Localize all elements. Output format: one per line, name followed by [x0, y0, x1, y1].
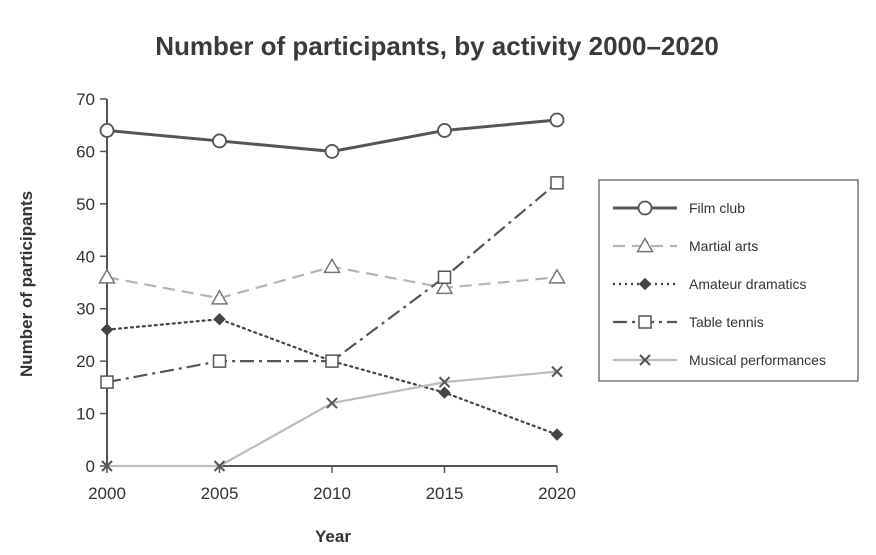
data-point-martial-arts — [435, 278, 454, 295]
legend-marker — [638, 315, 652, 329]
legend-item-amateur-dramatics: Amateur dramatics — [613, 276, 806, 292]
y-tick-label: 30 — [76, 300, 95, 319]
data-point-amateur-dramatics — [550, 428, 564, 441]
y-axis-label: Number of participants — [17, 191, 36, 377]
x-tick-label: 2005 — [201, 484, 239, 503]
data-point-amateur-dramatics — [100, 323, 114, 336]
x-axis-label: Year — [315, 527, 351, 546]
data-point-table-tennis — [437, 270, 452, 285]
series-table-tennis — [100, 176, 564, 389]
y-tick-label: 10 — [76, 405, 95, 424]
y-tick-label: 0 — [86, 457, 95, 476]
data-point-musical-performances — [438, 376, 451, 388]
data-point-table-tennis — [212, 354, 227, 368]
data-point-amateur-dramatics — [213, 312, 226, 326]
legend-marker — [639, 354, 651, 366]
x-tick-label: 2010 — [313, 484, 351, 503]
legend-label: Table tennis — [689, 314, 764, 330]
series-film-club — [99, 112, 565, 159]
data-point-musical-performances — [213, 460, 226, 472]
data-point-amateur-dramatics — [438, 386, 451, 399]
series-layer — [98, 112, 566, 472]
y-tick-label: 70 — [76, 90, 95, 109]
chart-title: Number of participants, by activity 2000… — [155, 31, 719, 61]
legend-label: Amateur dramatics — [689, 276, 806, 292]
data-point-film-club — [437, 123, 452, 138]
data-point-table-tennis — [550, 176, 564, 190]
data-point-table-tennis — [325, 354, 339, 368]
x-tick-label: 2020 — [538, 484, 576, 503]
series-line-musical-performances — [107, 370, 558, 468]
y-tick-label: 60 — [76, 142, 95, 161]
legend-marker — [637, 200, 653, 216]
series-musical-performances — [101, 365, 563, 472]
legend-label: Martial arts — [689, 238, 758, 254]
data-point-martial-arts — [323, 257, 341, 274]
data-point-table-tennis — [100, 375, 114, 389]
data-point-film-club — [212, 133, 227, 149]
data-point-film-club — [549, 112, 565, 128]
legend-item-musical-performances: Musical performances — [613, 352, 826, 368]
data-point-film-club — [324, 144, 340, 159]
y-tick-label: 20 — [76, 352, 95, 371]
legend-marker — [636, 236, 654, 253]
legend-label: Film club — [689, 200, 745, 216]
data-point-musical-performances — [326, 397, 338, 409]
legend-item-film-club: Film club — [613, 200, 745, 216]
data-point-martial-arts — [98, 268, 116, 284]
y-tick-label: 40 — [76, 247, 95, 266]
x-tick-label: 2015 — [426, 484, 464, 503]
x-tick-label: 2000 — [88, 484, 126, 503]
data-point-musical-performances — [551, 365, 563, 378]
legend-item-table-tennis: Table tennis — [613, 314, 764, 330]
legend-marker — [638, 277, 652, 291]
data-point-martial-arts — [548, 268, 566, 284]
axes: 0 10 20 30 40 50 60 70 2000 2005 2010 2015 2020 — [76, 90, 576, 503]
data-point-martial-arts — [210, 289, 229, 305]
y-tick-label: 50 — [76, 195, 95, 214]
data-point-musical-performances — [101, 460, 113, 472]
legend-item-martial-arts: Martial arts — [613, 236, 758, 254]
data-point-film-club — [99, 123, 115, 138]
legend: Film club Martial arts Amateur dramatics Ta… — [598, 179, 859, 382]
legend-label: Musical performances — [689, 352, 826, 368]
series-martial-arts — [98, 257, 566, 305]
